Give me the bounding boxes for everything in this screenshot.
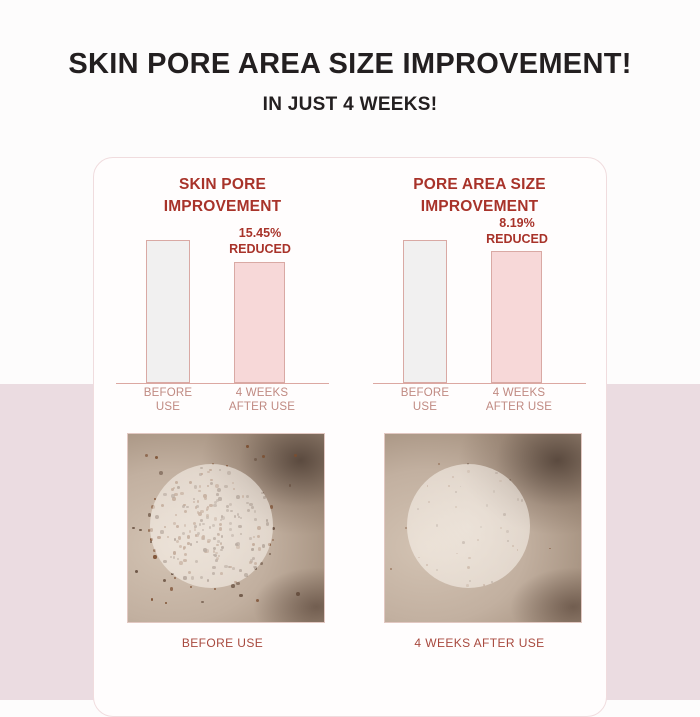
skin-photo-before bbox=[127, 433, 325, 623]
chart-baseline bbox=[116, 382, 329, 384]
axis-label-after-use: 4 WEEKS AFTER USE bbox=[216, 386, 308, 415]
bar-chart: 15.45% REDUCED bbox=[94, 224, 351, 384]
panel-pore-area-size-improvement: PORE AREA SIZE IMPROVEMENT 8.19% REDUCED… bbox=[351, 158, 608, 716]
axis-label-line1: BEFORE bbox=[400, 387, 450, 399]
reduction-label: 8.19% REDUCED bbox=[468, 215, 566, 247]
axis-label-line2: USE bbox=[155, 401, 181, 414]
panel-title: SKIN PORE IMPROVEMENT bbox=[94, 174, 351, 218]
page-title: SKIN PORE AREA SIZE IMPROVEMENT! bbox=[68, 48, 632, 80]
photo-caption: 4 WEEKS AFTER USE bbox=[414, 636, 545, 650]
bar-4-weeks-after-use bbox=[234, 261, 285, 383]
axis-label-after-use: 4 WEEKS AFTER USE bbox=[473, 386, 565, 415]
axis-label-before-use: BEFORE USE bbox=[127, 386, 209, 415]
zoom-circle-highlight bbox=[149, 464, 274, 589]
reduction-label: 15.45% REDUCED bbox=[211, 225, 309, 257]
axis-label-line2: AFTER USE bbox=[485, 401, 553, 414]
reduction-word: REDUCED bbox=[229, 242, 291, 257]
bar-chart: 8.19% REDUCED bbox=[351, 216, 608, 384]
axis-label-line1: 4 WEEKS bbox=[235, 387, 289, 399]
bar-4-weeks-after-use bbox=[491, 251, 542, 383]
panel-skin-pore-improvement: SKIN PORE IMPROVEMENT 15.45% REDUCED BEF… bbox=[94, 158, 351, 716]
axis-label-line2: USE bbox=[412, 401, 438, 414]
panel-title: PORE AREA SIZE IMPROVEMENT bbox=[351, 174, 608, 218]
panel-title-line1: SKIN PORE bbox=[178, 176, 267, 193]
bar-before-use bbox=[403, 239, 447, 383]
skin-photo-after bbox=[384, 433, 582, 623]
reduction-percent: 8.19% bbox=[499, 215, 535, 230]
results-card: SKIN PORE IMPROVEMENT 15.45% REDUCED BEF… bbox=[93, 157, 607, 717]
page-subtitle: IN JUST 4 WEEKS! bbox=[262, 94, 438, 115]
panel-title-line1: PORE AREA SIZE bbox=[413, 176, 546, 193]
zoom-circle-highlight bbox=[406, 464, 531, 589]
axis-label-line2: AFTER USE bbox=[228, 401, 296, 414]
photo-caption: BEFORE USE bbox=[181, 636, 264, 650]
bar-before-use bbox=[146, 239, 190, 383]
reduction-percent: 15.45% bbox=[238, 226, 282, 241]
axis-label-line1: 4 WEEKS bbox=[492, 387, 546, 399]
axis-label-before-use: BEFORE USE bbox=[384, 386, 466, 415]
chart-baseline bbox=[373, 382, 586, 384]
panel-title-line2: IMPROVEMENT bbox=[420, 198, 539, 215]
reduction-word: REDUCED bbox=[486, 231, 548, 246]
panel-title-line2: IMPROVEMENT bbox=[163, 198, 282, 215]
axis-label-line1: BEFORE bbox=[143, 387, 193, 399]
